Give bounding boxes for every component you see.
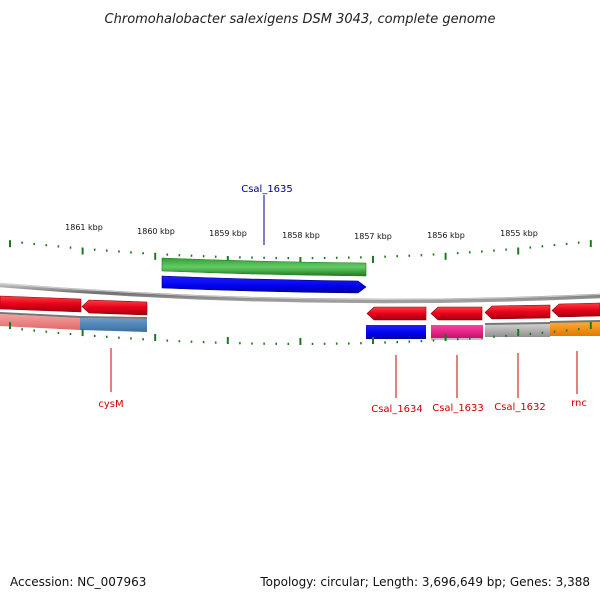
scale-label-1858: 1858 kbp bbox=[282, 231, 320, 240]
scale-label-1857: 1857 kbp bbox=[354, 232, 392, 241]
forward-strand-features bbox=[161, 257, 367, 294]
cds-arrow-csal-1634[interactable] bbox=[366, 306, 427, 321]
scale-label-1861: 1861 kbp bbox=[65, 223, 103, 232]
gene-label-cysM[interactable]: cysM bbox=[98, 399, 123, 410]
gene-label-csal-1633[interactable]: Csal_1633 bbox=[432, 403, 484, 414]
scale-label-1859: 1859 kbp bbox=[209, 229, 247, 238]
outer-scale-ticks bbox=[9, 240, 592, 264]
label-leaders bbox=[110, 195, 578, 398]
inner-scale-ticks bbox=[9, 322, 592, 345]
gene-label-csal-1635[interactable]: Csal_1635 bbox=[241, 184, 293, 195]
gene-label-csal-1632[interactable]: Csal_1632 bbox=[494, 402, 546, 413]
genome-summary-text: Topology: circular; Length: 3,696,649 bp… bbox=[259, 575, 590, 589]
cds-arrow-left-1[interactable] bbox=[0, 295, 82, 313]
gene-label-csal-1634[interactable]: Csal_1634 bbox=[371, 404, 423, 415]
gene-label-rnc[interactable]: rnc bbox=[571, 398, 587, 409]
scale-labels: 1861 kbp 1860 kbp 1859 kbp 1858 kbp 1857… bbox=[65, 223, 538, 241]
gene-labels: Csal_1635 cysM Csal_1634 Csal_1633 Csal_… bbox=[98, 184, 587, 415]
gene-feature-magenta[interactable] bbox=[431, 325, 483, 338]
scale-label-1860: 1860 kbp bbox=[137, 227, 175, 236]
accession-text: Accession: NC_007963 bbox=[10, 575, 146, 589]
genome-backbone bbox=[0, 282, 600, 304]
reverse-strand-cds bbox=[0, 295, 600, 321]
gene-feature-orange[interactable] bbox=[550, 322, 600, 336]
map-title: Chromohalobacter salexigens DSM 3043, co… bbox=[105, 12, 496, 27]
gene-feature-csal-1635[interactable] bbox=[161, 275, 367, 294]
cds-arrow-csal-1632[interactable] bbox=[484, 304, 551, 320]
cds-arrow-csal-1633[interactable] bbox=[430, 306, 483, 321]
gene-feature-green[interactable] bbox=[161, 257, 367, 277]
cds-arrow-cysM[interactable] bbox=[81, 299, 148, 316]
gene-feature-steelblue[interactable] bbox=[80, 318, 147, 332]
scale-label-1855: 1855 kbp bbox=[500, 229, 538, 238]
cds-arrow-rnc[interactable] bbox=[551, 302, 600, 318]
gene-feature-pink[interactable] bbox=[0, 314, 80, 330]
gene-feature-blue-lower[interactable] bbox=[366, 325, 426, 339]
scale-label-1856: 1856 kbp bbox=[427, 231, 465, 240]
